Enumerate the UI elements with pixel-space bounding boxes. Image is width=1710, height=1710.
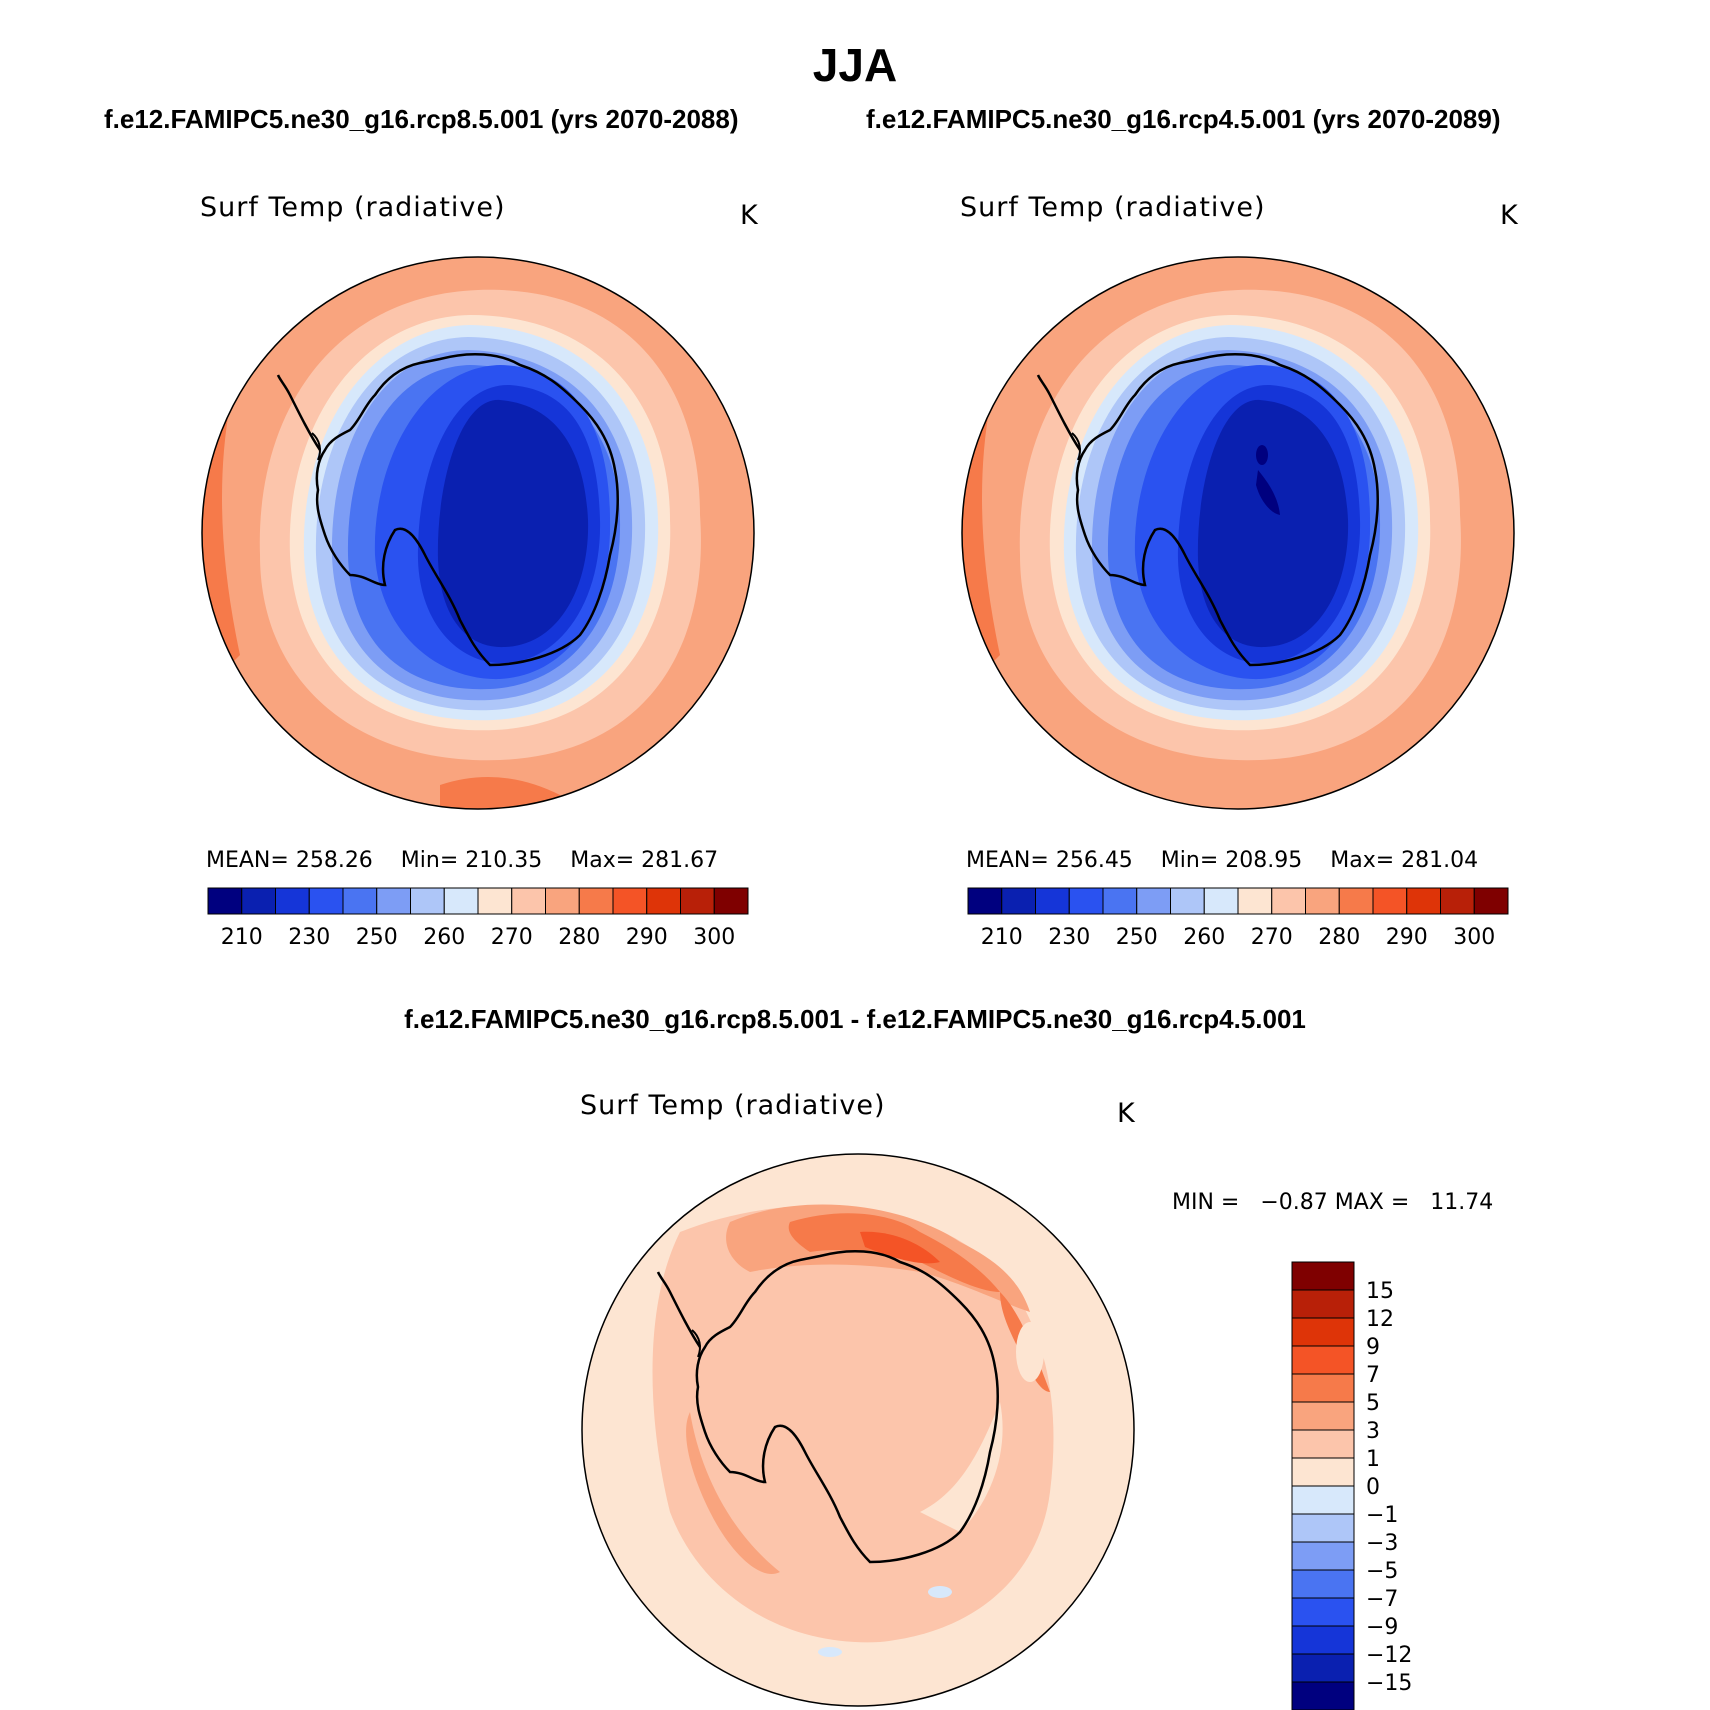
colorbar-difference-swatch: [1291, 1261, 1355, 1291]
colorbar-right-swatch: [1170, 887, 1205, 915]
colorbar-left-swatch: [376, 887, 411, 915]
colorbar-left-swatch: [680, 887, 715, 915]
colorbar-difference-swatch: [1291, 1653, 1355, 1683]
colorbar-difference-tick-label: 7: [1366, 1363, 1380, 1388]
case-title-left: f.e12.FAMIPC5.ne30_g16.rcp8.5.001 (yrs 2…: [104, 104, 739, 134]
colorbar-left-tick-label: 270: [491, 925, 533, 950]
colorbar-difference-swatch: [1291, 1625, 1355, 1655]
colorbar-right-swatch: [1102, 887, 1138, 915]
colorbar-difference-tick-label: 12: [1366, 1307, 1394, 1332]
colorbar-left-tick-label: 250: [356, 925, 398, 950]
colorbar-difference-tick-label: −9: [1366, 1615, 1398, 1640]
variable-label-right: Surf Temp (radiative): [960, 192, 1266, 223]
colorbar-right-swatch: [1271, 887, 1306, 915]
colorbar-right-swatch: [1035, 887, 1070, 915]
colorbar-difference-tick-label: 1: [1366, 1447, 1380, 1472]
colorbar-right-swatch: [1473, 887, 1509, 915]
colorbar-right-swatch: [1440, 887, 1475, 915]
colorbar-left-tick-label: 230: [288, 925, 330, 950]
colorbar-left-swatch: [545, 887, 580, 915]
colorbar-left-swatch: [207, 887, 243, 915]
colorbar-left-tick-label: 260: [423, 925, 465, 950]
colorbar-left-swatch: [477, 887, 513, 915]
colorbar-left-swatch: [443, 887, 479, 915]
variable-label-left: Surf Temp (radiative): [200, 192, 506, 223]
polar-map-difference: [581, 1153, 1135, 1707]
colorbar-difference-tick-label: 3: [1366, 1419, 1380, 1444]
colorbar-difference-swatch: [1291, 1513, 1355, 1543]
colorbar-right-tick-label: 230: [1048, 925, 1090, 950]
colorbar-difference-swatch: [1291, 1597, 1355, 1627]
colorbar-left-swatch: [713, 887, 749, 915]
colorbar-right-swatch: [1068, 887, 1104, 915]
colorbar-left-tick-label: 290: [626, 925, 668, 950]
colorbar-left-swatch: [410, 887, 445, 915]
colorbar-right-swatch: [1338, 887, 1374, 915]
colorbar-difference-swatch: [1291, 1401, 1355, 1431]
colorbar-left: 210 230 250 260 270 280 290 300: [207, 887, 749, 950]
colorbar-left-tick-label: 300: [693, 925, 735, 950]
colorbar-left-swatch: [342, 887, 378, 915]
colorbar-difference-swatch: [1291, 1373, 1355, 1403]
colorbar-difference-tick-label: −12: [1366, 1643, 1412, 1668]
colorbar-right-swatch: [1305, 887, 1340, 915]
colorbar-difference-swatch: [1291, 1429, 1355, 1459]
units-label-right: K: [1500, 200, 1518, 231]
colorbar-right: 210 230 250 260 270 280 290 300: [967, 887, 1509, 950]
stats-left: MEAN= 258.26 Min= 210.35 Max= 281.67: [206, 848, 719, 873]
colorbar-right-swatch: [967, 887, 1003, 915]
colorbar-right-swatch: [1136, 887, 1171, 915]
colorbar-right-swatch: [1001, 887, 1036, 915]
colorbar-left-swatch: [578, 887, 614, 915]
colorbar-left-swatch: [241, 887, 276, 915]
colorbar-difference-tick-label: −7: [1366, 1587, 1398, 1612]
colorbar-difference-tick-label: −5: [1366, 1559, 1398, 1584]
colorbar-right-tick-label: 290: [1386, 925, 1428, 950]
colorbar-difference: 15 12 9 7 5 3 1 0 −1 −3 −5 −7 −9 −12 −15: [1291, 1261, 1412, 1710]
colorbar-difference-swatch: [1291, 1569, 1355, 1599]
colorbar-left-swatch: [275, 887, 310, 915]
colorbar-left-tick-label: 210: [221, 925, 263, 950]
colorbar-left-swatch: [646, 887, 681, 915]
difference-title: f.e12.FAMIPC5.ne30_g16.rcp8.5.001 - f.e1…: [404, 1004, 1306, 1034]
colorbar-right-swatch: [1372, 887, 1408, 915]
polar-map-rcp45: [961, 256, 1515, 810]
colorbar-right-tick-label: 270: [1251, 925, 1293, 950]
variable-label-diff: Surf Temp (radiative): [580, 1090, 886, 1121]
colorbar-difference-tick-label: 5: [1366, 1391, 1380, 1416]
colorbar-right-swatch: [1406, 887, 1441, 915]
colorbar-right-swatch: [1203, 887, 1239, 915]
colorbar-difference-swatch: [1291, 1289, 1355, 1319]
colorbar-left-swatch: [511, 887, 546, 915]
colorbar-difference-tick-label: −15: [1366, 1671, 1412, 1696]
season-title: JJA: [812, 39, 898, 91]
colorbar-difference-swatch: [1291, 1485, 1355, 1515]
colorbar-right-tick-label: 300: [1453, 925, 1495, 950]
units-label-diff: K: [1117, 1098, 1135, 1129]
units-label-left: K: [740, 200, 758, 231]
colorbar-right-swatch: [1237, 887, 1273, 915]
colorbar-difference-tick-label: 0: [1366, 1475, 1380, 1500]
case-title-right: f.e12.FAMIPC5.ne30_g16.rcp4.5.001 (yrs 2…: [866, 104, 1501, 134]
stats-right: MEAN= 256.45 Min= 208.95 Max= 281.04: [966, 848, 1479, 873]
colorbar-left-swatch: [308, 887, 344, 915]
colorbar-right-tick-label: 210: [981, 925, 1023, 950]
colorbar-difference-tick-label: 15: [1366, 1279, 1394, 1304]
stats-diff: MIN = −0.87 MAX = 11.74: [1172, 1190, 1494, 1215]
colorbar-difference-swatch: [1291, 1317, 1355, 1347]
colorbar-right-tick-label: 260: [1183, 925, 1225, 950]
colorbar-difference-swatch: [1291, 1681, 1355, 1710]
colorbar-difference-swatch: [1291, 1457, 1355, 1487]
colorbar-difference-swatch: [1291, 1541, 1355, 1571]
colorbar-difference-tick-label: 9: [1366, 1335, 1380, 1360]
colorbar-right-tick-label: 250: [1116, 925, 1158, 950]
colorbar-left-tick-label: 280: [558, 925, 600, 950]
colorbar-difference-tick-label: −1: [1366, 1503, 1398, 1528]
colorbar-right-tick-label: 280: [1318, 925, 1360, 950]
colorbar-difference-tick-label: −3: [1366, 1531, 1398, 1556]
polar-map-rcp85: [201, 256, 755, 810]
colorbar-difference-swatch: [1291, 1345, 1355, 1375]
colorbar-left-swatch: [612, 887, 648, 915]
